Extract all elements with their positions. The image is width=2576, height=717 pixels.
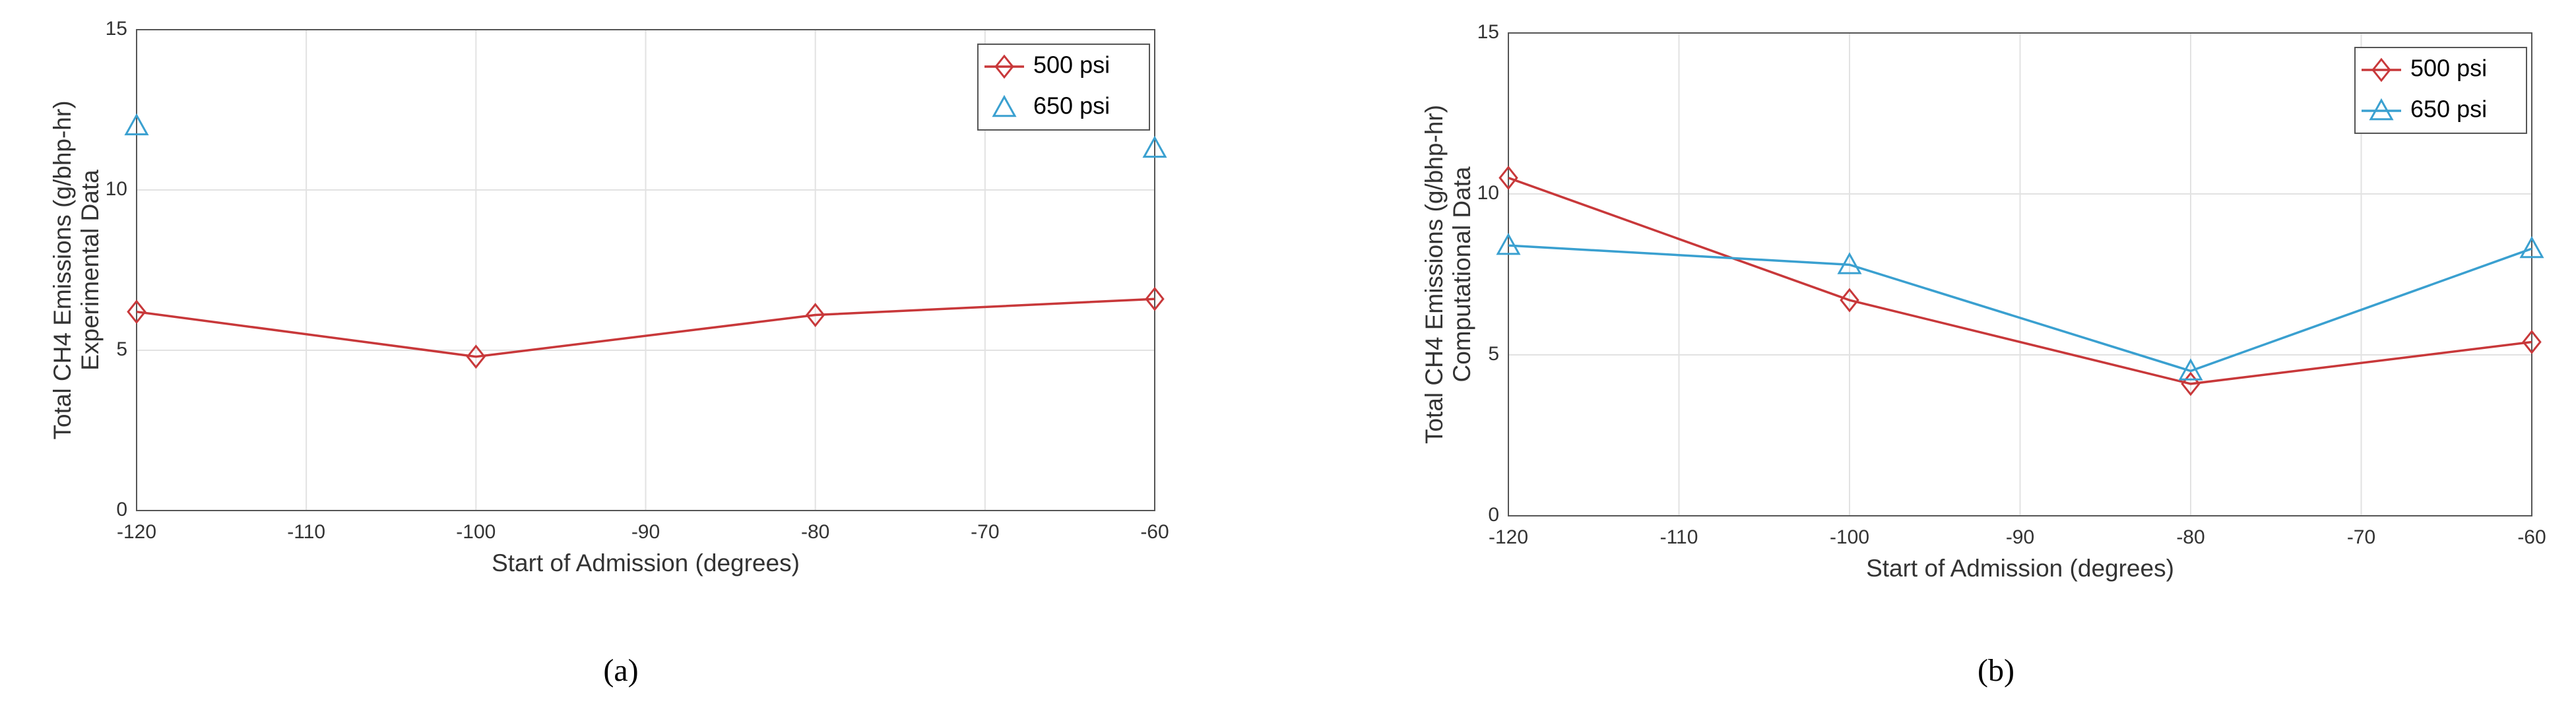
legend-label: 500 psi <box>1033 51 1110 78</box>
legend-label: 650 psi <box>1033 92 1110 119</box>
marker <box>124 113 149 136</box>
x-tick-label: -110 <box>1660 526 1698 548</box>
y-tick-label: 0 <box>1488 504 1499 526</box>
legend-label: 650 psi <box>2410 96 2487 123</box>
marker <box>2178 358 2203 381</box>
marker <box>127 299 146 325</box>
y-tick-label: 10 <box>1477 182 1499 204</box>
y-axis-label: Computational Data <box>1448 166 1475 382</box>
marker <box>466 344 486 369</box>
x-tick-label: -120 <box>1489 526 1528 548</box>
y-axis-label: Experimental Data <box>77 170 104 371</box>
x-tick-label: -70 <box>971 521 999 543</box>
series-line <box>136 297 1155 358</box>
x-tick-label: -60 <box>1140 521 1169 543</box>
legend-marker <box>992 94 1017 117</box>
x-tick-label: -120 <box>117 521 156 543</box>
x-tick-label: -110 <box>287 521 325 543</box>
x-tick-label: -60 <box>2517 526 2546 548</box>
x-axis-label: Start of Admission (degrees) <box>492 549 800 577</box>
legend-marker <box>2371 57 2391 82</box>
marker <box>805 303 825 327</box>
x-tick-label: -100 <box>1830 526 1869 548</box>
plot-frame <box>1508 32 2532 516</box>
y-axis-label: Total CH4 Emissions (g/bhp-hr) <box>1421 105 1448 444</box>
caption: (a) <box>603 653 638 688</box>
x-axis-label: Start of Admission (degrees) <box>1866 555 2174 582</box>
series-line <box>1508 176 2532 385</box>
legend-marker <box>994 54 1014 79</box>
marker <box>1498 166 1518 191</box>
x-tick-label: -80 <box>801 521 829 543</box>
series-line <box>1508 244 2532 373</box>
y-tick-label: 5 <box>116 338 127 360</box>
x-tick-label: -70 <box>2347 526 2375 548</box>
legend-label: 500 psi <box>2410 55 2487 82</box>
y-tick-label: 5 <box>1488 343 1499 365</box>
y-tick-label: 10 <box>106 178 127 200</box>
marker <box>1837 252 1862 274</box>
y-axis-label: Total CH4 Emissions (g/bhp-hr) <box>49 100 76 439</box>
marker <box>1840 288 1859 313</box>
marker <box>2522 330 2542 354</box>
plot-frame <box>136 29 1155 511</box>
marker <box>1142 135 1167 158</box>
y-tick-label: 15 <box>106 18 127 40</box>
caption: (b) <box>1978 653 2014 688</box>
marker <box>1145 286 1165 311</box>
marker <box>2519 235 2544 259</box>
x-tick-label: -100 <box>456 521 496 543</box>
x-tick-label: -90 <box>2006 526 2034 548</box>
y-tick-label: 15 <box>1477 21 1499 43</box>
marker <box>1496 232 1521 255</box>
x-tick-label: -90 <box>631 521 660 543</box>
y-tick-label: 0 <box>116 499 127 520</box>
legend-marker <box>2369 98 2394 121</box>
x-tick-label: -80 <box>2176 526 2205 548</box>
